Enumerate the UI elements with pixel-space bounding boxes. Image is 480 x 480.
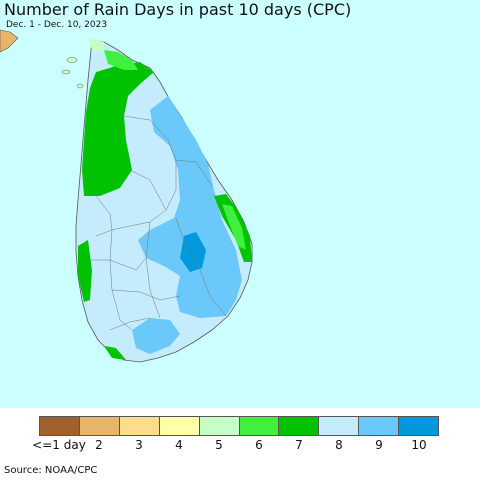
map-subtitle: Dec. 1 - Dec. 10, 2023 [6, 20, 108, 30]
legend-label-2: 2 [95, 438, 103, 452]
legend-labels: <=1 day 2 3 4 5 6 7 8 9 10 [0, 438, 480, 454]
legend-swatch-4 [159, 417, 200, 435]
region-6-days-north [104, 50, 138, 70]
region-6-days-east-coast [222, 204, 246, 250]
rain-days-map: Number of Rain Days in past 10 days (CPC… [0, 0, 480, 408]
legend-label-4: 4 [175, 438, 183, 452]
region-7-days-south-tip [104, 346, 126, 360]
region-9-days-south [132, 318, 180, 354]
legend-swatch-3 [119, 417, 160, 435]
legend-label-5: 5 [215, 438, 223, 452]
legend-swatch-5 [199, 417, 240, 435]
legend-swatch-2 [79, 417, 120, 435]
legend-colorbar [39, 416, 439, 436]
india-landmass [0, 29, 19, 53]
legend-swatch-7 [279, 417, 320, 435]
legend-label-10: 10 [411, 438, 427, 452]
legend-label-9: 9 [375, 438, 383, 452]
map-svg [0, 0, 480, 408]
legend-label-1: <=1 day [32, 438, 86, 452]
legend-swatch-9 [359, 417, 400, 435]
region-10-days [180, 232, 206, 272]
region-9-days-east [138, 96, 242, 318]
region-7-days-west [82, 62, 154, 196]
district-boundaries [88, 115, 227, 331]
legend-label-8: 8 [335, 438, 343, 452]
legend-label-6: 6 [255, 438, 263, 452]
map-title: Number of Rain Days in past 10 days (CPC… [4, 0, 352, 19]
region-7-days-west-coast [78, 240, 92, 302]
legend-swatch-1 [40, 417, 80, 435]
northern-islets [61, 57, 84, 89]
legend-swatch-6 [239, 417, 280, 435]
legend-label-7: 7 [295, 438, 303, 452]
source-credit: Source: NOAA/CPC [4, 465, 98, 476]
region-5-days-north [88, 38, 104, 52]
legend-swatch-8 [319, 417, 360, 435]
legend-label-3: 3 [135, 438, 143, 452]
legend-swatch-10 [399, 417, 439, 435]
